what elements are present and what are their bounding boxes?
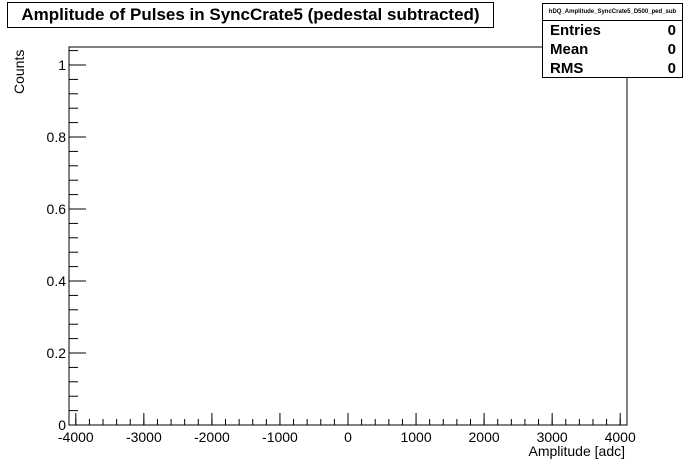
- y-tick-label: 0.4: [47, 273, 67, 289]
- stats-row-entries: Entries 0: [543, 21, 682, 40]
- x-tick-label: 1000: [400, 429, 431, 445]
- y-tick-label: 0.8: [47, 129, 67, 145]
- x-axis-ticks: [75, 413, 621, 425]
- y-tick-label: 0.6: [47, 201, 67, 217]
- y-tick-label: 1: [58, 57, 66, 73]
- plot-frame: [68, 46, 628, 426]
- y-axis-ticks: [69, 50, 86, 426]
- x-axis-label: Amplitude [adc]: [529, 443, 626, 459]
- stats-label: Entries: [550, 22, 601, 39]
- y-tick-label: 0: [58, 417, 66, 433]
- x-tick-label: -3000: [126, 429, 162, 445]
- stats-box: hDQ_Amplitude_SyncCrate5_D500_ped_sub En…: [542, 3, 683, 78]
- chart-title: Amplitude of Pulses in SyncCrate5 (pedes…: [21, 5, 480, 24]
- y-tick-label: 0.2: [47, 345, 67, 361]
- stats-label: RMS: [550, 60, 584, 77]
- stats-value: 0: [667, 22, 676, 39]
- stats-value: 0: [667, 60, 676, 77]
- chart-title-box: Amplitude of Pulses in SyncCrate5 (pedes…: [7, 2, 494, 28]
- stats-value: 0: [667, 41, 676, 58]
- stats-row-mean: Mean 0: [543, 40, 682, 59]
- x-tick-label: 2000: [469, 429, 500, 445]
- x-tick-label: 0: [344, 429, 352, 445]
- x-tick-label: 3000: [537, 429, 568, 445]
- x-tick-label: 4000: [605, 429, 636, 445]
- x-tick-label: -1000: [262, 429, 298, 445]
- stats-row-rms: RMS 0: [543, 59, 682, 78]
- x-tick-label: -4000: [58, 429, 94, 445]
- stats-histogram-name: hDQ_Amplitude_SyncCrate5_D500_ped_sub: [543, 4, 682, 21]
- y-axis-tick-labels: 0 0.2 0.4 0.6 0.8 1: [47, 57, 67, 433]
- stats-label: Mean: [550, 41, 589, 58]
- x-axis-tick-labels: -4000 -3000 -2000 -1000 0 1000 2000 3000 4000: [58, 429, 636, 445]
- x-tick-label: -2000: [194, 429, 230, 445]
- y-axis-label: Counts: [11, 50, 27, 94]
